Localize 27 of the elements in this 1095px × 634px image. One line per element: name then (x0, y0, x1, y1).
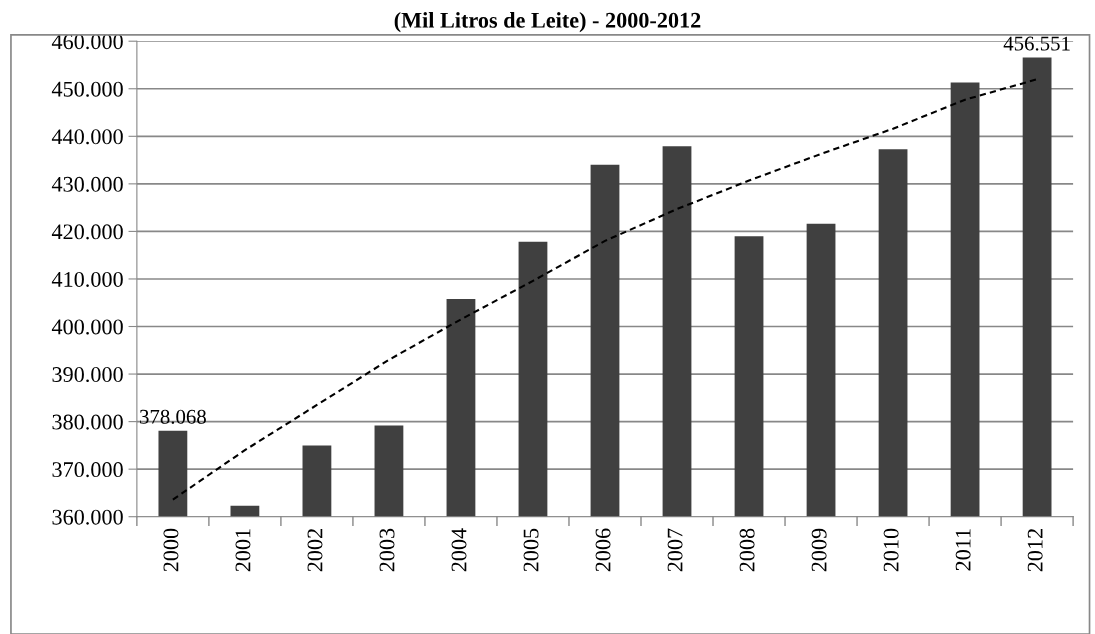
x-tick-label: 2000 (163, 528, 179, 572)
x-tick-label: 2009 (811, 528, 827, 572)
y-tick-label: 380.000 (52, 414, 123, 430)
y-tick-label: 410.000 (51, 271, 123, 287)
y-tick-label: 430.000 (51, 176, 123, 192)
y-tick-label: 420.000 (51, 224, 123, 240)
y-tick-label: 360.000 (52, 509, 123, 525)
x-tick-label: 2005 (523, 528, 539, 572)
chart-title: (Mil Litros de Leite) - 2000-2012 (394, 12, 701, 33)
x-tick-label: 2006 (595, 528, 611, 572)
y-tick-label: 370.000 (52, 462, 123, 478)
x-tick-label: 2003 (379, 528, 395, 572)
x-tick-label: 2008 (739, 528, 755, 572)
x-tick-label: 2010 (883, 528, 899, 572)
x-tick-label: 2012 (1027, 529, 1043, 572)
y-tick-label: 390.000 (52, 366, 123, 383)
x-tick-label: 2002 (307, 529, 323, 572)
x-tick-label: 2001 (235, 529, 251, 572)
data-label: 378.068 (140, 409, 206, 424)
y-tick-label: 440.000 (51, 129, 123, 145)
y-tick-label: 400.000 (51, 319, 123, 335)
y-tick-label: 460.000 (51, 34, 123, 50)
x-tick-label: 2004 (451, 528, 467, 572)
data-label: 456.551 (1003, 36, 1070, 51)
x-tick-label: 2011 (955, 529, 971, 571)
y-tick-label: 450.000 (51, 81, 123, 97)
x-tick-label: 2007 (667, 528, 683, 572)
